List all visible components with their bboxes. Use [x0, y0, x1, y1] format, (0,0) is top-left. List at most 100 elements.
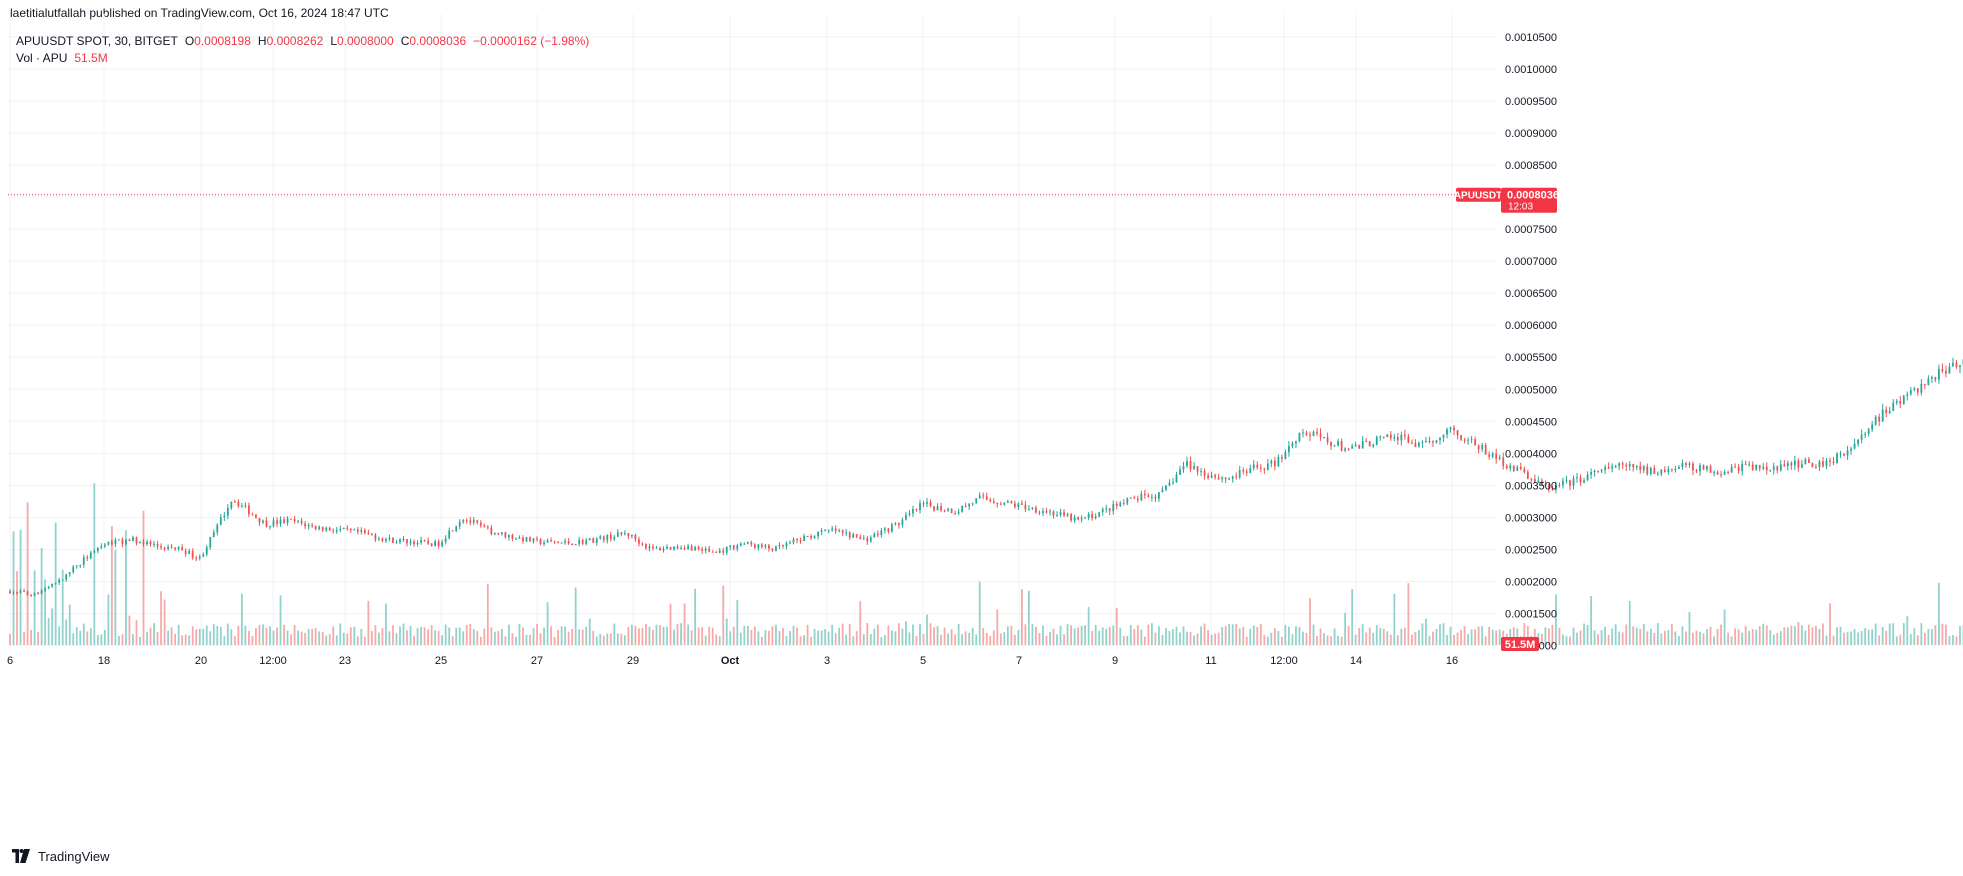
volume-bar [142, 510, 145, 645]
candle-body [1316, 431, 1318, 434]
candle-body [803, 535, 805, 542]
volume-bar [184, 634, 187, 645]
symbol-line[interactable]: APUUSDT SPOT, 30, BITGET [16, 34, 178, 48]
candle-body [1217, 477, 1220, 479]
volume-bar [1864, 628, 1867, 645]
chart-grid [8, 14, 1498, 647]
volume-bar [1755, 629, 1758, 645]
volume-bar [293, 625, 296, 645]
candle-body [1418, 442, 1420, 447]
price-tick-label: 0.0005500 [1505, 352, 1557, 364]
candle-body [1625, 464, 1628, 467]
candle-body [346, 527, 349, 529]
volume-bar [1284, 624, 1287, 645]
candle-body [370, 533, 373, 535]
candle-body [845, 532, 848, 534]
volume-bar [1432, 631, 1434, 645]
volume-bar [290, 634, 292, 645]
volume-bar [1618, 631, 1621, 645]
candle-body [1945, 371, 1947, 374]
candle-body [1713, 472, 1715, 474]
candle-body [1695, 470, 1698, 472]
volume-bar [673, 629, 675, 645]
candle-body [578, 539, 581, 544]
volume-label[interactable]: Vol · APU [16, 51, 68, 65]
volume-bar [1003, 632, 1006, 645]
volume-bar [1569, 636, 1571, 645]
candle-body [1484, 445, 1487, 455]
candle-body [444, 538, 447, 542]
candle-body [1611, 466, 1614, 469]
footer-brand: TradingView [38, 849, 110, 864]
volume-bar [732, 626, 735, 645]
time-tick-label: 25 [435, 655, 447, 667]
volume-bar [908, 632, 911, 645]
volume-bar [1709, 626, 1712, 645]
volume-bar [486, 583, 489, 645]
volume-bar [1484, 636, 1487, 645]
volume-bar [160, 591, 162, 645]
volume-bar [1720, 624, 1722, 645]
volume-bar [961, 634, 964, 645]
candle-body [1382, 436, 1385, 438]
volume-bar [518, 623, 521, 645]
candle-body [1094, 516, 1097, 519]
volume-bar [181, 635, 184, 645]
candle-body [936, 506, 939, 511]
candle-body [961, 506, 964, 512]
volume-bar [1853, 629, 1856, 645]
candle-body [283, 519, 285, 523]
low-value: 0.0008000 [337, 34, 394, 48]
candle-body [638, 539, 640, 544]
volume-bar [1006, 626, 1009, 645]
candle-body [1867, 429, 1870, 434]
candle-body [1161, 489, 1164, 493]
volume-bar [1790, 625, 1793, 645]
volume-bar [595, 636, 598, 645]
candle-body [1751, 464, 1754, 470]
candle-body [1583, 480, 1585, 483]
open-label: O [184, 34, 195, 48]
candle-body [1895, 400, 1898, 403]
candle-body [353, 529, 356, 531]
volume-bar [841, 623, 844, 645]
candle-body [1832, 461, 1835, 464]
candle-body [1449, 427, 1452, 430]
volume-bar [1259, 624, 1262, 645]
volume-bar [515, 636, 517, 645]
volume-bar [898, 623, 900, 645]
volume-bar [174, 633, 177, 645]
time-tick-label: 9 [1112, 655, 1118, 667]
volume-bar [286, 630, 289, 645]
candle-body [1808, 459, 1810, 463]
tradingview-footer[interactable]: TradingView [10, 849, 110, 864]
volume-bar [226, 623, 229, 645]
candle-body [1730, 466, 1733, 473]
volume-bar [1474, 629, 1477, 645]
volume-bar [1013, 634, 1016, 645]
volume-bar [975, 634, 978, 645]
volume-bar [1741, 632, 1744, 645]
price-tick-label: 0.0004000 [1505, 448, 1557, 460]
candle-body [536, 538, 538, 540]
candle-body [1340, 441, 1343, 451]
candle-body [722, 550, 725, 553]
volume-bar [532, 628, 535, 645]
candle-body [251, 514, 254, 516]
candle-body [1024, 504, 1027, 510]
candle-body [757, 544, 760, 548]
candle-body [782, 545, 784, 547]
candle-body [1498, 457, 1501, 459]
candle-body [1119, 502, 1122, 506]
volume-bar [170, 627, 173, 645]
candle-body [497, 532, 500, 534]
candle-body [1013, 503, 1016, 507]
candle-body [47, 586, 50, 589]
candle-body [592, 538, 595, 543]
volume-bar [659, 625, 661, 645]
price-tick-label: 0.0007000 [1505, 256, 1557, 268]
volume-bar [1351, 589, 1354, 645]
volume-bar [209, 631, 212, 645]
